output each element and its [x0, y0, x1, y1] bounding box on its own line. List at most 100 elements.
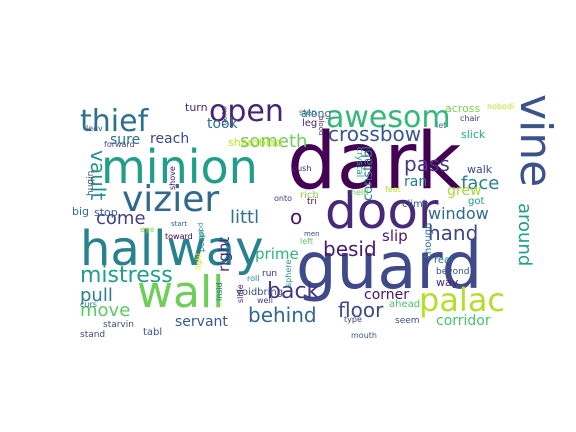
word: tri [307, 197, 317, 207]
word: ran [404, 174, 427, 190]
word: pull [80, 285, 113, 306]
word: forward [104, 140, 135, 149]
word: men [304, 230, 320, 238]
word: servant [175, 314, 228, 330]
word: walk [467, 163, 493, 176]
word: crossbow [328, 122, 421, 146]
word: wall [137, 267, 224, 318]
word: mouth [351, 331, 377, 340]
word: slick [461, 128, 486, 141]
word: voidbring [236, 287, 283, 298]
word: shardblad [228, 136, 283, 149]
word: prime [255, 245, 299, 263]
word: took [207, 116, 239, 132]
word: thief [80, 104, 150, 139]
word: climb [402, 199, 429, 210]
word: awesom [326, 100, 451, 135]
word: curs [80, 300, 97, 309]
word: vault [86, 150, 110, 200]
word: toward [165, 232, 193, 241]
word: start [171, 220, 188, 228]
word: sure [110, 132, 140, 148]
word: way [436, 276, 459, 289]
word: mistress [80, 263, 173, 288]
word: back [267, 279, 320, 304]
word: besid [323, 237, 377, 261]
word: hand [428, 221, 478, 245]
word: type [344, 315, 362, 324]
word: hallway [80, 221, 264, 277]
word: onto [274, 194, 292, 203]
word: though [423, 223, 434, 258]
word: move [80, 300, 130, 321]
word: behind [248, 303, 317, 327]
word: crystal [354, 147, 364, 177]
word: window [428, 204, 489, 223]
word: tabl [143, 327, 162, 338]
word: o [290, 205, 309, 229]
word: insid [215, 282, 224, 301]
word: held [351, 188, 368, 197]
word: eye [140, 225, 155, 234]
word: turn [185, 101, 208, 114]
word: corridor [436, 313, 491, 329]
word: around [514, 203, 535, 266]
word: stand [80, 330, 105, 340]
cloud-background [72, 100, 504, 330]
word: left [300, 237, 313, 246]
word: dark [287, 117, 462, 207]
word: reach [150, 131, 189, 147]
word: step [299, 108, 316, 117]
word: real [434, 255, 453, 266]
word: light [194, 252, 203, 270]
word: along [301, 107, 331, 120]
word: huqin [86, 171, 96, 196]
word: palac [419, 281, 505, 319]
word: right [215, 237, 233, 272]
word: roll [247, 274, 259, 283]
word: across [445, 102, 481, 115]
word: corner [364, 287, 409, 303]
word: rich [300, 190, 319, 201]
word: someth [240, 131, 307, 152]
word: well [257, 296, 273, 305]
words-layer: dark guard hallway minion door vizier wall vine… [72, 94, 561, 340]
word: blood [317, 116, 325, 135]
word: starvin [103, 320, 134, 330]
word: ahead [389, 299, 420, 310]
word: shove [168, 166, 177, 190]
word: pass [404, 152, 450, 176]
word: slide [236, 284, 245, 303]
word: come [96, 208, 146, 229]
word: littl [230, 207, 259, 228]
word: peopl [197, 230, 206, 252]
word: push [292, 164, 311, 173]
word: sphere [284, 260, 293, 287]
word: floor [338, 298, 384, 322]
word: slip [382, 227, 408, 245]
word: let [436, 121, 446, 130]
word: open [209, 94, 284, 129]
word: leav [86, 124, 103, 133]
word: run [262, 269, 277, 279]
word: got [468, 196, 484, 207]
word: beyond [436, 267, 470, 277]
word: guard [296, 230, 482, 304]
word: door [325, 182, 439, 240]
word: chair [460, 114, 481, 123]
word: vizier [122, 179, 219, 220]
word: seem [395, 316, 420, 326]
word: stop [94, 206, 118, 219]
word: good [197, 223, 205, 240]
word: even [220, 106, 229, 126]
word: feet [385, 185, 401, 194]
word: nobodi [487, 102, 514, 111]
word: big [72, 205, 89, 218]
word: leg [302, 118, 317, 129]
word: face [461, 173, 499, 194]
word: constabl [361, 146, 376, 201]
word: grew [447, 183, 481, 199]
word: minion [101, 140, 258, 194]
word: vine [510, 94, 561, 187]
